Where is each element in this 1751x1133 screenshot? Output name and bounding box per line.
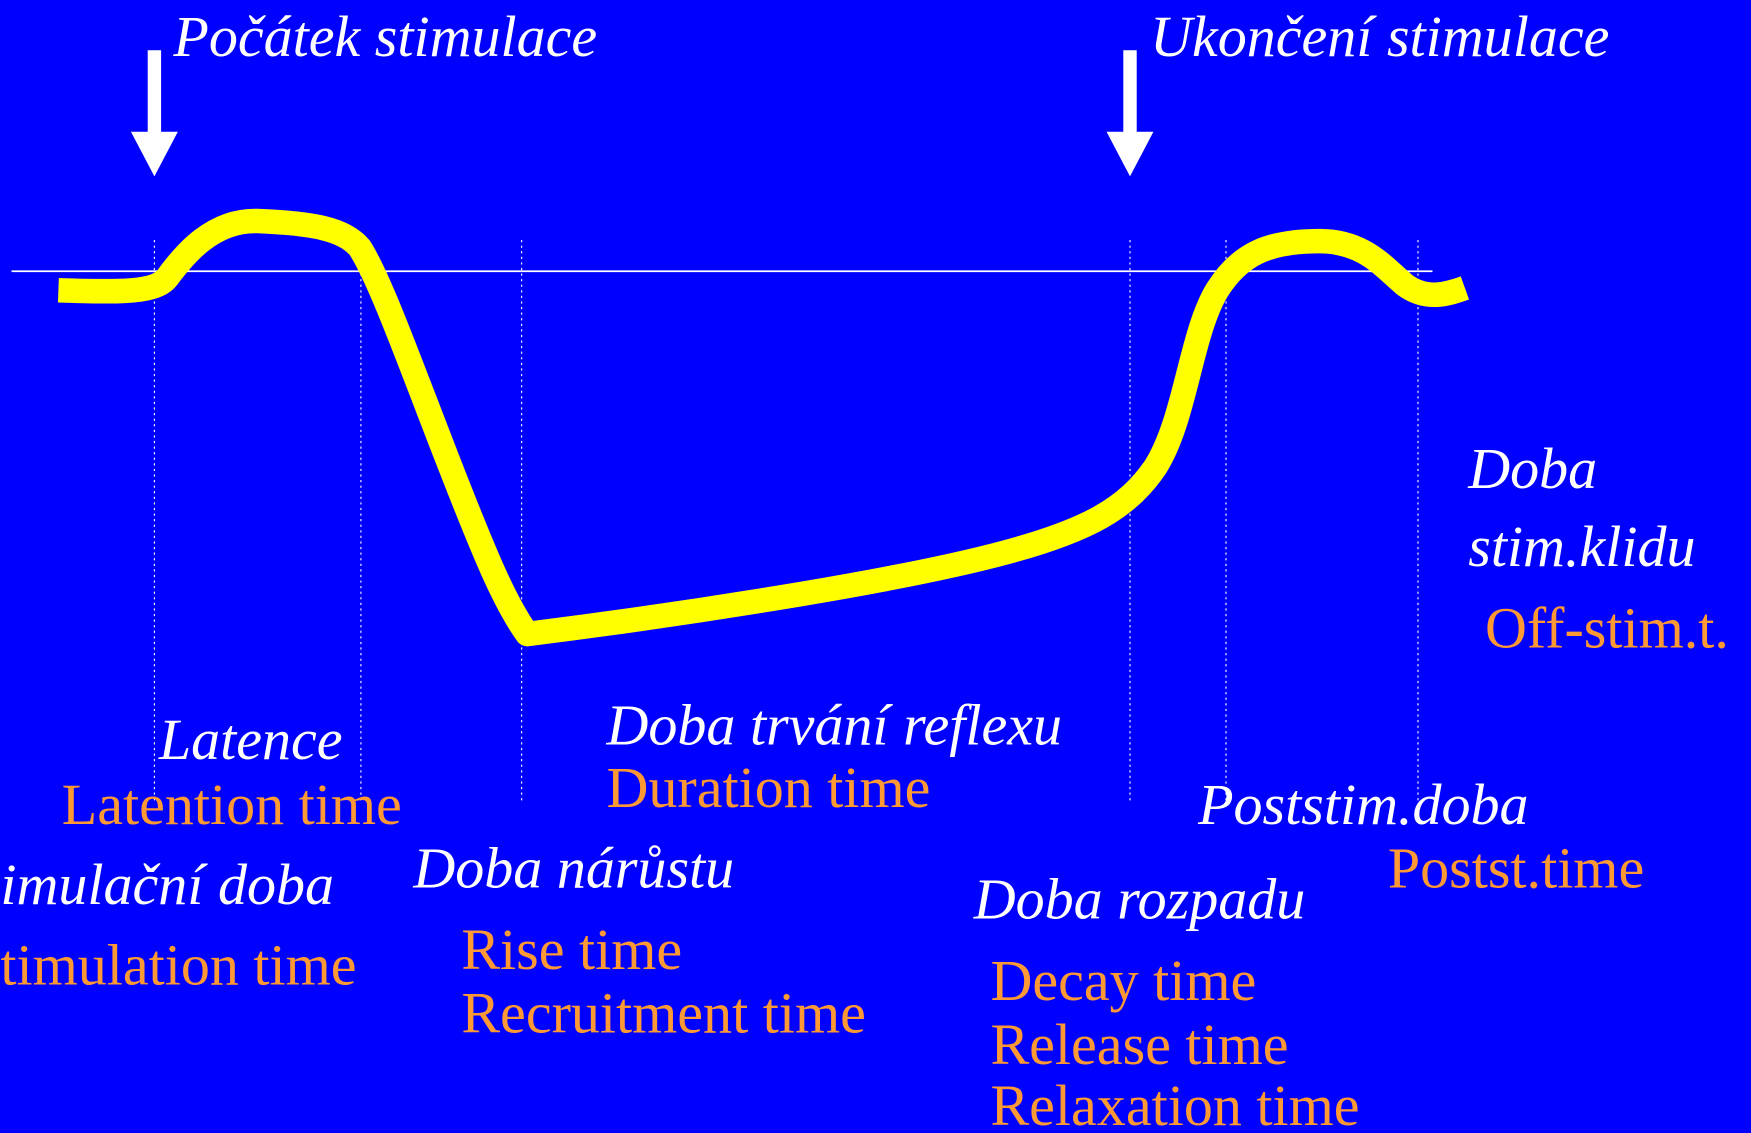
duration-en: Duration time (606, 755, 930, 820)
response-curve (57, 208, 1470, 647)
rise-en: Rise time (461, 917, 682, 982)
duration-cz: Doba trvání reflexu (605, 693, 1062, 758)
phase-dividers (153, 239, 1419, 802)
rise-en: Recruitment time (461, 981, 866, 1046)
decay-en: Decay time (990, 948, 1256, 1013)
stimulation-en: timulation time (0, 933, 356, 998)
end-label: Ukončení stimulace (1150, 4, 1609, 69)
offstim-cz: stim.klidu (1468, 514, 1695, 579)
decay-cz: Doba rozpadu (973, 867, 1306, 932)
arrow-head (130, 131, 178, 177)
poststim-en: Postst.time (1388, 835, 1644, 900)
latency-en: Latention time (62, 772, 402, 837)
latency-cz: Latence (158, 707, 343, 772)
poststim-cz: Poststim.doba (1197, 772, 1528, 837)
arrow-shaft (147, 50, 162, 134)
decay-en: Relaxation time (990, 1073, 1359, 1133)
stimulation-cz: imulační doba (0, 852, 334, 917)
rise-cz: Doba nárůstu (412, 835, 734, 900)
offstim-en: Off-stim.t. (1485, 595, 1729, 660)
offstim-cz: Doba (1467, 436, 1597, 501)
start-label: Počátek stimulace (172, 4, 597, 69)
arrow-head (1106, 131, 1154, 177)
decay-en: Release time (990, 1012, 1288, 1077)
arrow-shaft (1123, 50, 1137, 134)
arrows (130, 50, 1154, 177)
